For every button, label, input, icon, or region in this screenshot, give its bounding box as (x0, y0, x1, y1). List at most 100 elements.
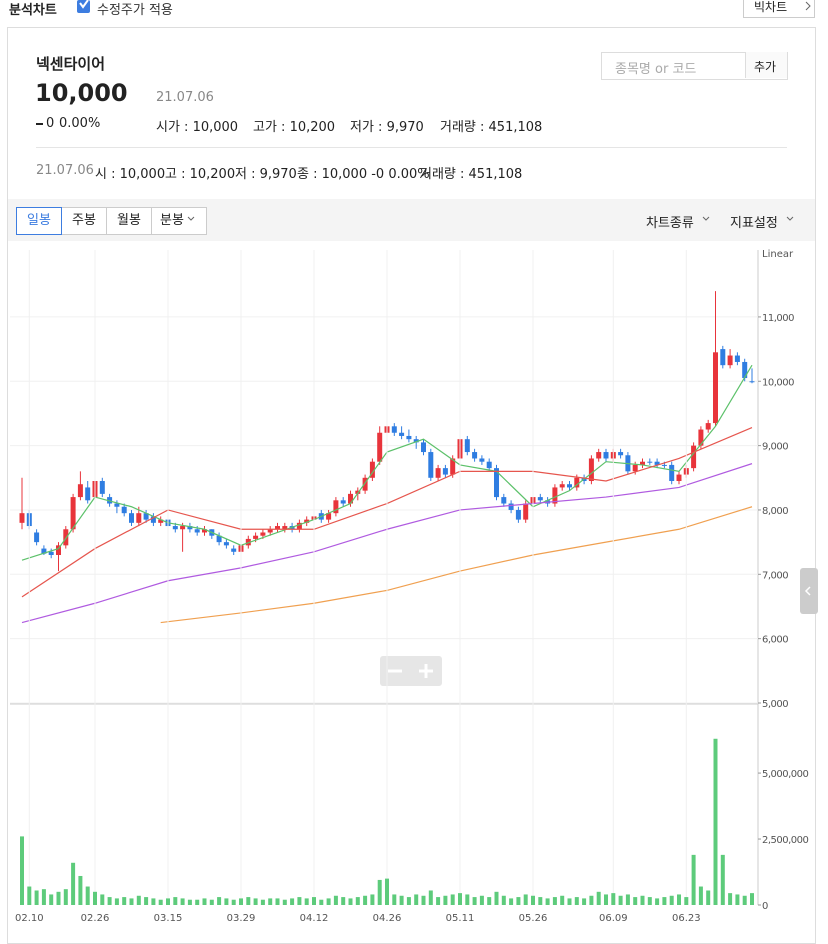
volume-bar (144, 897, 149, 905)
volume-bar (509, 898, 514, 905)
candle-body (713, 352, 718, 424)
volume-bar (304, 898, 309, 905)
menu[interactable]: 지표설정 (730, 216, 778, 231)
volume-bar (224, 898, 229, 905)
candle-body (472, 452, 478, 459)
zoom-control[interactable] (380, 656, 442, 686)
candle-body (552, 487, 558, 504)
candle-body (223, 542, 229, 546)
volume-bar (531, 895, 535, 905)
volume-bar (129, 898, 134, 905)
price-date: 21.07.06 (156, 90, 214, 105)
x-tick-label: 03.29 (227, 913, 256, 924)
candle-body (202, 529, 207, 533)
volume-bar (231, 899, 236, 905)
volume-bar (217, 897, 222, 905)
side-tab[interactable] (800, 568, 818, 614)
volume-bar (494, 891, 499, 905)
volume-bar (472, 897, 477, 905)
volume-bar (275, 898, 280, 905)
candle-body (296, 522, 302, 530)
candle-body (508, 503, 514, 510)
candle-body (523, 503, 529, 520)
volume-bar (487, 897, 492, 905)
volume-bar (202, 898, 207, 905)
row-item: 종 : 10,000 -0 0.00% (297, 167, 430, 182)
volume-bar (166, 898, 170, 905)
tab[interactable]: 일봉 (16, 207, 62, 235)
volume-bar (158, 899, 163, 905)
divider (36, 147, 787, 148)
x-tick-label: 06.23 (672, 913, 701, 924)
volume-bar (450, 894, 455, 905)
candle-body (479, 458, 485, 462)
candle-body (698, 429, 704, 446)
row-date: 21.07.06 (36, 163, 94, 178)
chevron (805, 1, 811, 11)
volume-bar (684, 897, 689, 905)
volume-bar (750, 893, 754, 905)
volume-bar (655, 898, 660, 905)
volume-bar (114, 898, 119, 905)
volume-bar (333, 895, 338, 905)
volume-bar (596, 891, 601, 905)
candle-body (464, 439, 470, 453)
volume-bar (355, 897, 360, 905)
candle-body (435, 468, 441, 478)
candle-body (654, 461, 660, 465)
volume-bar (239, 898, 243, 905)
row-item: 시 : 10,000 (95, 167, 166, 182)
volume-bar (392, 894, 397, 905)
volume-bar (78, 875, 83, 905)
candle-body (260, 532, 266, 536)
x-tick-label: 04.26 (373, 913, 402, 924)
candle-body (275, 526, 280, 530)
chevron (786, 216, 794, 221)
candle-body (413, 439, 419, 443)
chevron (702, 216, 710, 221)
volume-bar (647, 897, 652, 905)
volume-bar (122, 897, 127, 905)
candle-body (734, 355, 740, 362)
candle-body (742, 361, 748, 379)
section-title: 분석차트 (9, 3, 57, 18)
volume-bar (443, 895, 448, 905)
tab[interactable]: 분봉 (151, 207, 207, 235)
add-label: 추가 (754, 60, 777, 74)
add-button[interactable] (745, 52, 787, 78)
volume-bar (312, 897, 316, 905)
candle-body (515, 509, 521, 520)
tab[interactable]: 월봉 (106, 207, 152, 235)
candle-body (180, 526, 186, 530)
stat: 저가 : 9,970 (350, 120, 424, 135)
candle-body (326, 513, 332, 520)
candle-body (304, 519, 310, 523)
candle-body (421, 442, 426, 453)
volume-bar (728, 893, 733, 905)
menu[interactable]: 차트종류 (646, 216, 694, 231)
row-item: 거래량 : 451,108 (420, 167, 523, 182)
stock-name: 넥센타이어 (36, 55, 106, 73)
candle-body (399, 432, 405, 436)
big-chart-button[interactable] (743, 0, 815, 18)
candle-body (19, 513, 25, 523)
candle-body (391, 426, 397, 433)
volume-bar (625, 894, 630, 905)
search-box[interactable] (601, 52, 788, 80)
volume-bar (523, 894, 528, 905)
volume-bar (326, 898, 331, 905)
volume-bar (516, 897, 521, 905)
volume-bar (582, 898, 587, 905)
candle-body (406, 435, 412, 440)
volume-bar (209, 899, 214, 905)
volume-bar (501, 895, 506, 905)
search-placeholder: 종목명 or 코드 (615, 62, 697, 77)
y-tick-label: 10,000 (762, 377, 794, 388)
volume-bar (187, 899, 192, 905)
candle-body (369, 461, 375, 478)
candle-body (48, 551, 54, 556)
tab[interactable]: 주봉 (61, 207, 107, 235)
volume-bar (604, 894, 608, 905)
